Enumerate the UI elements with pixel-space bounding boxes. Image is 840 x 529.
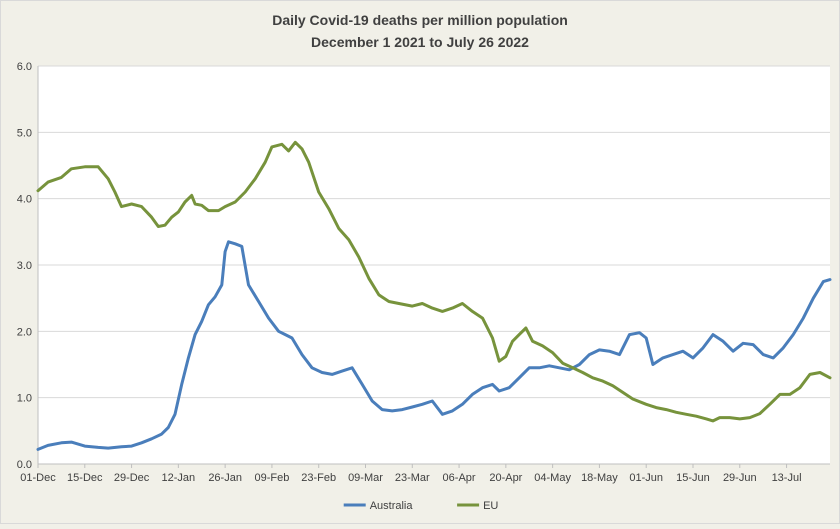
x-tick-label: 18-May bbox=[581, 472, 618, 484]
x-tick-label: 12-Jan bbox=[162, 472, 196, 484]
x-axis: 01-Dec 15-Dec 29-Dec 12-Jan 26-Jan 09-Feb 23-F… bbox=[20, 463, 830, 484]
x-tick-label: 29-Jun bbox=[723, 472, 757, 484]
y-tick-label: 2.0 bbox=[17, 326, 32, 338]
series-line-australia bbox=[36, 240, 832, 451]
x-tick-label: 09-Feb bbox=[254, 472, 289, 484]
x-tick-label: 13-Jul bbox=[772, 472, 802, 484]
x-tick-label: 15-Dec bbox=[67, 472, 103, 484]
gridlines bbox=[37, 65, 830, 465]
x-tick-label: 09-Mar bbox=[348, 472, 383, 484]
y-tick-label: 3.0 bbox=[17, 260, 32, 272]
x-tick-label: 15-Jun bbox=[676, 472, 710, 484]
y-tick-label: 4.0 bbox=[17, 194, 32, 206]
legend-label-australia: Australia bbox=[370, 500, 414, 512]
y-tick-label: 0.0 bbox=[17, 459, 32, 471]
x-tick-label: 29-Dec bbox=[114, 472, 150, 484]
x-tick-label: 23-Feb bbox=[301, 472, 336, 484]
y-tick-label: 5.0 bbox=[17, 127, 32, 139]
series-lines bbox=[36, 140, 832, 451]
x-tick-label: 23-Mar bbox=[395, 472, 430, 484]
legend-label-eu: EU bbox=[483, 500, 498, 512]
y-tick-label: 6.0 bbox=[17, 61, 32, 73]
x-tick-label: 20-Apr bbox=[489, 472, 522, 484]
x-tick-label: 26-Jan bbox=[208, 472, 242, 484]
y-axis: 0.0 1.0 2.0 3.0 4.0 5.0 6.0 bbox=[17, 61, 32, 471]
series-line-eu bbox=[36, 140, 832, 423]
x-tick-label: 04-May bbox=[534, 472, 571, 484]
x-tick-label: 06-Apr bbox=[443, 472, 476, 484]
x-tick-label: 01-Dec bbox=[20, 472, 56, 484]
x-tick-label: 01-Jun bbox=[629, 472, 663, 484]
chart-subtitle: December 1 2021 to July 26 2022 bbox=[311, 34, 529, 50]
y-tick-label: 1.0 bbox=[17, 393, 32, 405]
legend: Australia EU bbox=[343, 500, 498, 512]
chart-title: Daily Covid-19 deaths per million popula… bbox=[272, 12, 568, 28]
